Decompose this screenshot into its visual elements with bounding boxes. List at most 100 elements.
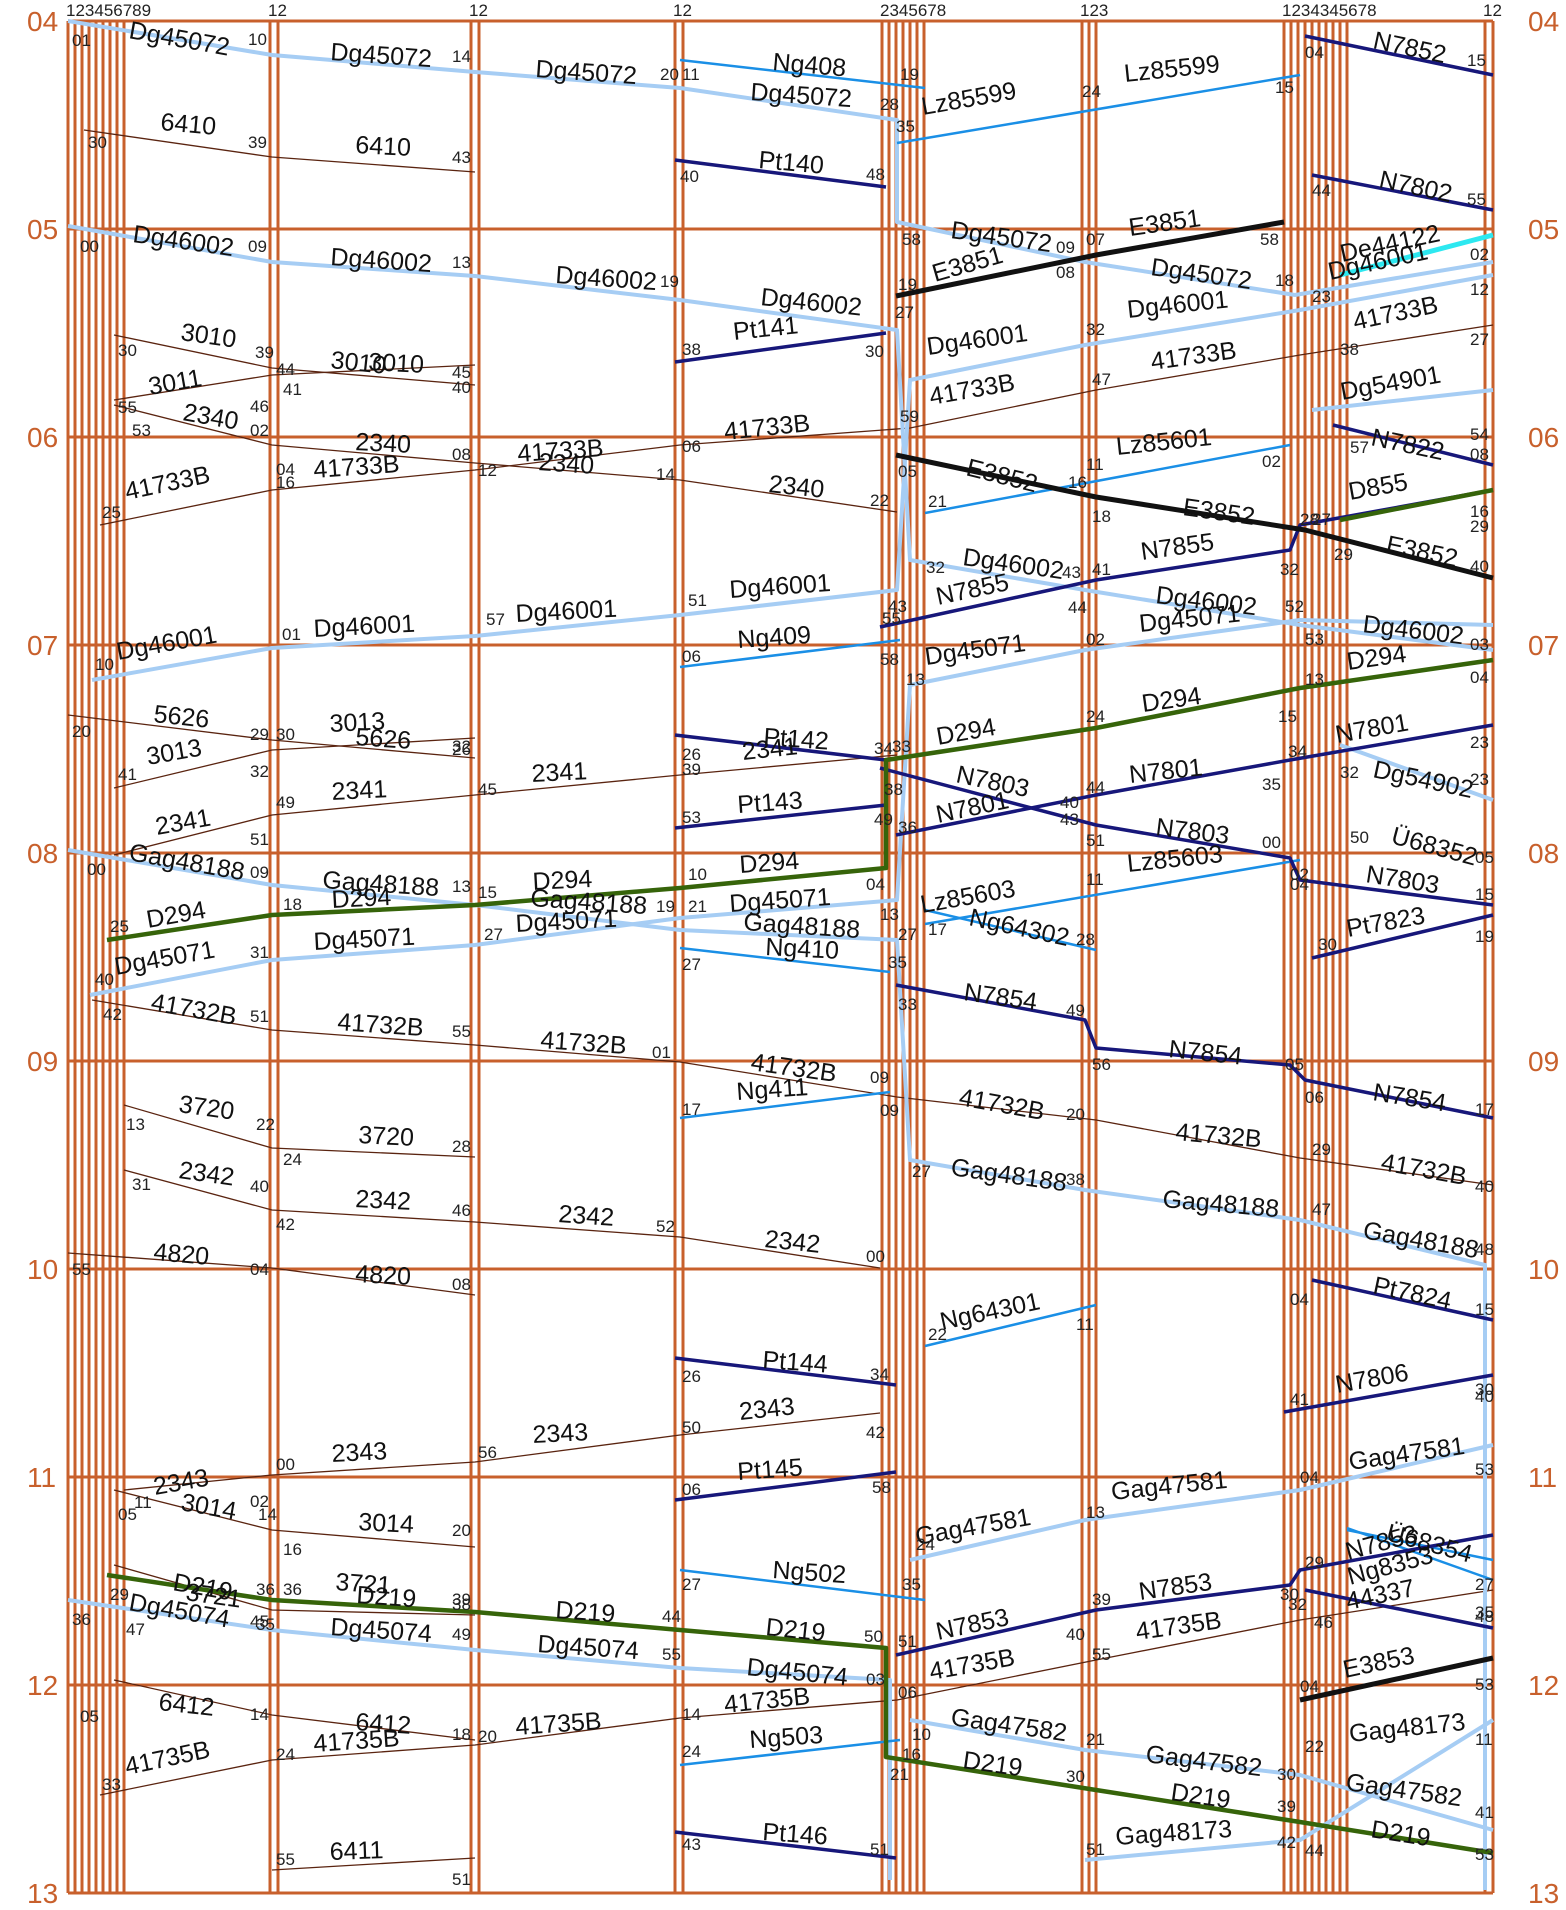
minute-annotation: 41	[1475, 1803, 1494, 1822]
minute-annotation: 00	[1262, 833, 1281, 852]
train-label-dg45074: Dg45074	[537, 1630, 640, 1665]
minute-annotation: 08	[1470, 445, 1489, 464]
dg45074-path	[67, 1598, 892, 1880]
minute-annotation: 19	[660, 272, 679, 291]
hour-label-left: 04	[27, 6, 58, 37]
minute-annotation: 46	[1314, 1613, 1333, 1632]
minute-annotation: 24	[916, 1535, 935, 1554]
minute-annotation: 27	[898, 925, 917, 944]
minute-annotation: 04	[1290, 875, 1309, 894]
minute-annotation: 55	[662, 1645, 681, 1664]
train-label-n7853: N7853	[1137, 1568, 1214, 1606]
train-label-c2340: 2340	[355, 428, 412, 459]
train-label-dg45072: Dg45072	[750, 78, 853, 113]
c6411-path	[271, 1857, 476, 1871]
minute-annotation: 23	[1470, 733, 1489, 752]
minute-annotation: 12	[478, 461, 497, 480]
train-label-c41732b: 41732B	[337, 1008, 425, 1042]
c2342-path	[123, 1169, 881, 1269]
minute-annotation: 44	[662, 1607, 681, 1626]
minute-annotation: 05	[1475, 848, 1494, 867]
minute-annotation: 32	[1340, 763, 1359, 782]
minute-annotation: 01	[72, 31, 91, 50]
minute-annotation: 49	[1066, 1001, 1085, 1020]
train-label-d219: D219	[356, 1581, 418, 1613]
minute-annotation: 30	[1475, 1380, 1494, 1399]
minute-annotation: 27	[1312, 510, 1331, 529]
minute-annotation: 16	[276, 473, 295, 492]
minute-annotation: 01	[282, 625, 301, 644]
dg46001-path	[91, 273, 1494, 682]
minute-annotation: 24	[1086, 707, 1105, 726]
hour-label-right: 09	[1528, 1046, 1559, 1077]
minute-annotation: 30	[1318, 935, 1337, 954]
minute-annotation: 58	[880, 650, 899, 669]
minute-annotation: 13	[1086, 1503, 1105, 1522]
train-label-c3013: 3013	[329, 707, 386, 738]
minute-annotation: 02	[1262, 452, 1281, 471]
minute-annotation: 06	[1305, 1088, 1324, 1107]
minute-annotation: 10	[95, 655, 114, 674]
minute-annotation: 53	[1305, 630, 1324, 649]
train-label-c41733b: 41733B	[1149, 336, 1238, 376]
train-label-c41732b: 41732B	[957, 1083, 1047, 1126]
hour-label-left: 05	[27, 214, 58, 245]
minute-annotation: 22	[256, 1115, 275, 1134]
train-label-dg45072: Dg45072	[535, 55, 638, 90]
minute-annotation: 20	[660, 65, 679, 84]
train-label-c2343: 2343	[331, 1437, 388, 1468]
pt146-path	[674, 1830, 897, 1860]
minute-annotation: 13	[126, 1115, 145, 1134]
c41732b-path	[91, 999, 1494, 1186]
minute-annotation: 02	[250, 1492, 269, 1511]
minute-annotation: 21	[688, 897, 707, 916]
minute-annotation: 02	[1470, 245, 1489, 264]
train-label-c2341: 2341	[531, 757, 588, 788]
minute-annotation: 24	[1082, 82, 1101, 101]
minute-annotation: 35	[256, 1615, 275, 1634]
minute-annotation: 58	[902, 230, 921, 249]
train-label-c5626: 5626	[355, 723, 412, 755]
minute-annotation: 04	[1300, 1468, 1319, 1487]
train-label-d219: D219	[961, 1746, 1024, 1782]
train-label-n7854: N7854	[1167, 1035, 1243, 1071]
e3852-path	[895, 452, 1494, 581]
minute-annotation: 59	[900, 407, 919, 426]
dg54901-path	[1311, 388, 1494, 412]
minute-annotation: 40	[680, 167, 699, 186]
minute-annotation: 08	[452, 1275, 471, 1294]
train-label-ng411: Ng411	[735, 1073, 809, 1106]
minute-annotation: 39	[255, 343, 274, 362]
dg45071-path	[89, 618, 1494, 997]
train-label-c2340: 2340	[181, 398, 241, 435]
train-label-dg46001: Dg46001	[925, 319, 1029, 361]
train-label-c4820: 4820	[152, 1238, 210, 1271]
minute-annotation: 56	[1092, 1055, 1111, 1074]
minute-annotation: 00	[866, 1247, 885, 1266]
minute-annotation: 52	[1285, 597, 1304, 616]
track-numbers-e: 2345678	[880, 1, 946, 20]
train-label-e3852: E3852	[964, 454, 1041, 499]
ng408-path	[679, 58, 926, 90]
pt144-path	[674, 1356, 897, 1387]
minute-annotation: 49	[276, 793, 295, 812]
minute-annotation: 51	[1086, 1840, 1105, 1859]
minute-annotation: 38	[1066, 1170, 1085, 1189]
pt142-path	[674, 733, 887, 762]
minute-annotation: 55	[1092, 1645, 1111, 1664]
minute-annotation: 24	[283, 1150, 302, 1169]
e3851-path	[895, 219, 1285, 299]
train-label-c2343: 2343	[738, 1392, 796, 1426]
train-label-d294: D294	[331, 883, 392, 914]
minute-annotation: 35	[888, 953, 907, 972]
minute-annotation: 41	[283, 380, 302, 399]
minute-annotation: 27	[484, 925, 503, 944]
track-numbers-d: 12	[673, 1, 692, 20]
u68354-path	[1346, 1526, 1494, 1582]
minute-annotation: 06	[682, 1480, 701, 1499]
minute-annotation: 18	[1092, 507, 1111, 526]
thin-train-paths	[67, 129, 1494, 1871]
train-label-ng409: Ng409	[736, 621, 811, 654]
minute-annotation: 31	[132, 1175, 151, 1194]
